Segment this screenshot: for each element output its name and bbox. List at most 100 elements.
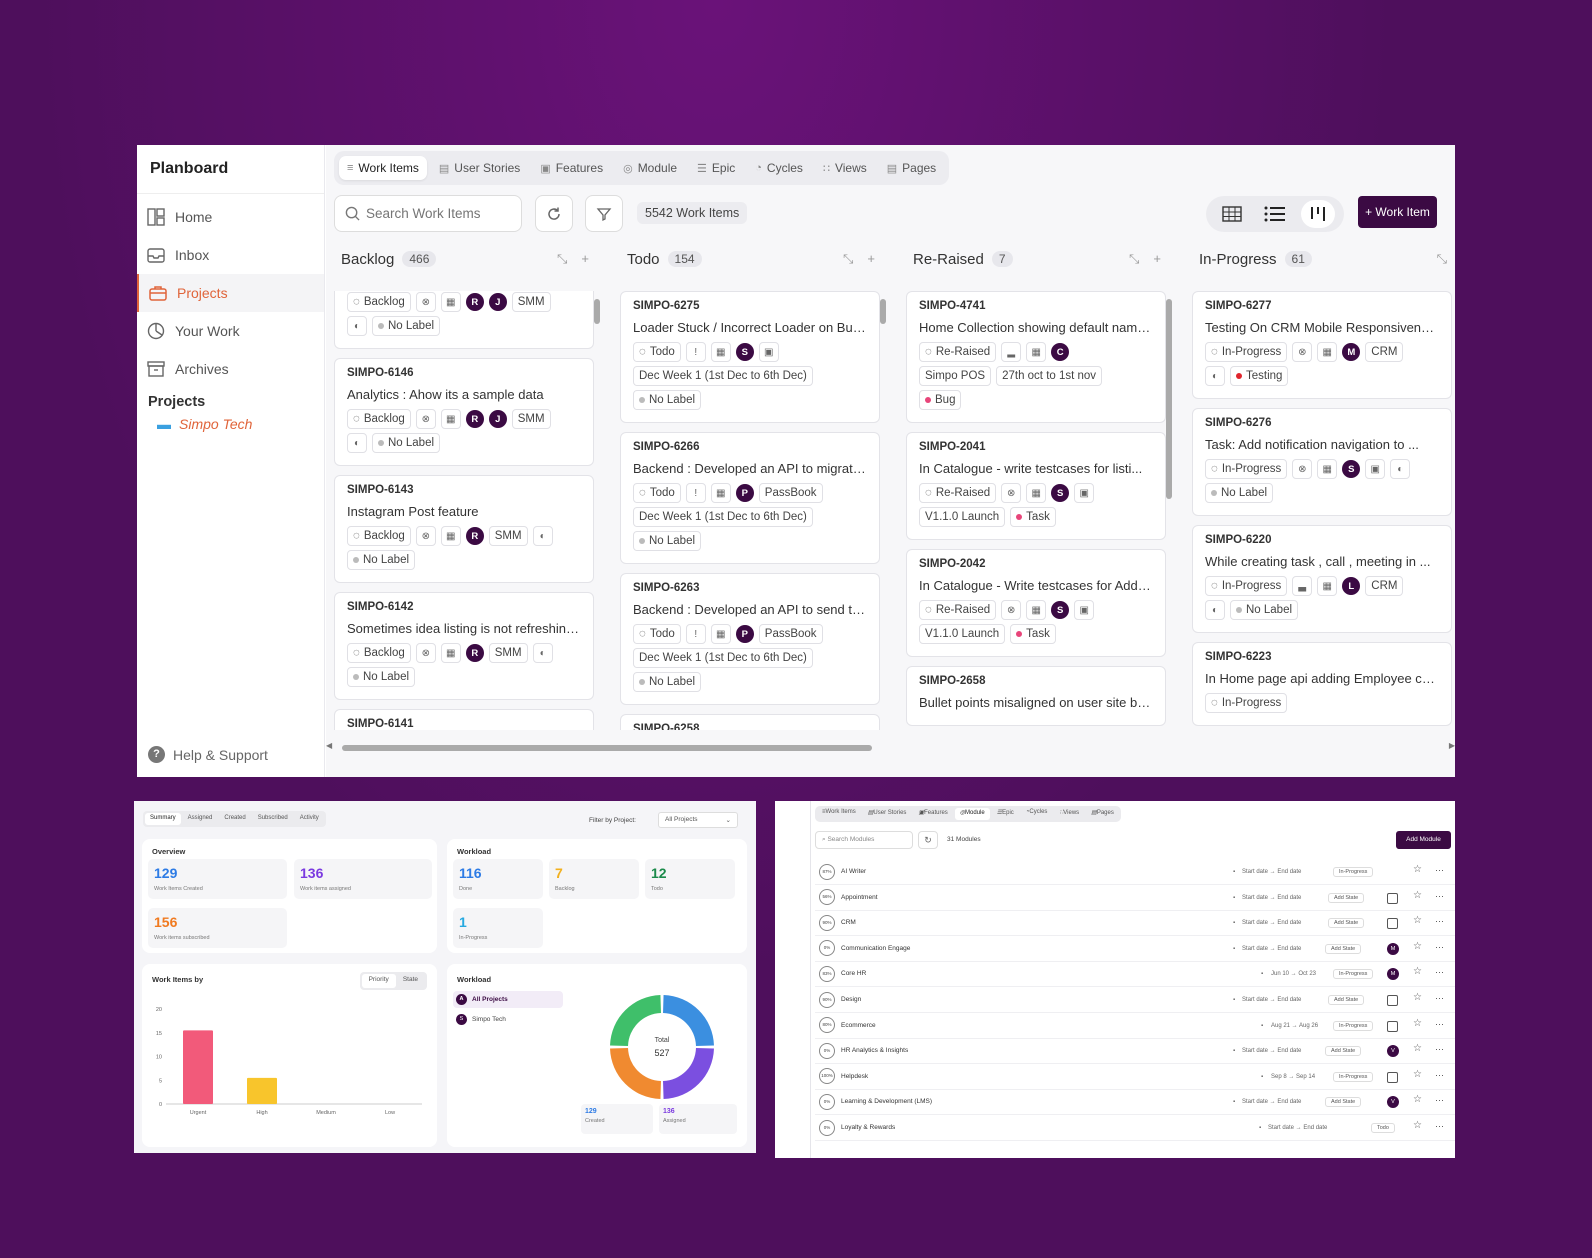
property-icon[interactable]: ▦ xyxy=(710,624,731,644)
star-icon[interactable]: ☆ xyxy=(1413,915,1422,927)
collapse-icon[interactable]: ⤡ xyxy=(1436,251,1447,266)
work-item-card[interactable]: SIMPO-2041 In Catalogue - write testcases… xyxy=(906,432,1166,540)
assignee-avatar[interactable]: R xyxy=(465,410,484,428)
project-filter-item[interactable]: S Simpo Tech xyxy=(453,1011,563,1028)
tab-features[interactable]: ▣ Features xyxy=(532,156,611,180)
property-chip[interactable]: ◌ In-Progress xyxy=(1205,459,1288,479)
module-date-range[interactable]: Start date → End date xyxy=(1242,1048,1302,1055)
property-chip[interactable]: No Label xyxy=(633,390,702,410)
property-icon[interactable]: ! xyxy=(685,483,706,503)
lead-avatar[interactable]: V xyxy=(1387,1045,1399,1058)
property-chip[interactable]: ◌ Re-Raised xyxy=(919,600,997,620)
property-chip[interactable]: Dec Week 1 (1st Dec to 6th Dec) xyxy=(633,507,813,527)
property-chip[interactable]: ◌ Todo xyxy=(633,342,681,362)
property-chip[interactable]: ◌ In-Progress xyxy=(1205,342,1288,362)
property-icon[interactable]: ▣ xyxy=(1074,483,1095,503)
property-icon[interactable]: ▦ xyxy=(440,292,461,312)
property-chip[interactable]: Simpo POS xyxy=(919,366,992,386)
work-item-card[interactable]: SIMPO-6146 Analytics : Ahow its a sample … xyxy=(334,358,594,466)
sidebar-item-inbox[interactable]: Inbox xyxy=(137,236,324,274)
work-item-card[interactable]: SIMPO-6142 Sometimes idea listing is not … xyxy=(334,592,594,700)
property-chip[interactable]: Dec Week 1 (1st Dec to 6th Dec) xyxy=(633,648,813,668)
property-icon[interactable]: ◐ xyxy=(1205,366,1225,386)
table-view-button[interactable] xyxy=(1215,200,1249,228)
module-state[interactable]: Add State xyxy=(1325,1097,1362,1108)
property-icon[interactable]: ⊗ xyxy=(1001,483,1022,503)
module-state[interactable]: In-Progress xyxy=(1333,969,1374,980)
module-state[interactable]: Add State xyxy=(1325,943,1362,954)
property-icon[interactable]: ▦ xyxy=(1317,342,1338,362)
module-row[interactable]: 90% CRM ▪ Start date → End date Add State ☆ ⋯ xyxy=(815,910,1455,937)
property-chip[interactable]: ◌ In-Progress xyxy=(1205,693,1288,713)
collapse-icon[interactable]: ⤡ xyxy=(557,251,568,266)
module-date-range[interactable]: Start date → End date xyxy=(1242,997,1302,1003)
star-icon[interactable]: ☆ xyxy=(1413,864,1422,875)
work-item-card[interactable]: SIMPO-6277 Testing On CRM Mobile Responsi… xyxy=(1192,291,1452,399)
property-chip[interactable]: ◌ In-Progress xyxy=(1205,576,1288,596)
module-date-range[interactable]: Jun 10 → Oct 23 xyxy=(1271,971,1317,978)
property-chip[interactable]: Dec Week 1 (1st Dec to 6th Dec) xyxy=(633,366,813,386)
module-row[interactable]: 87% AI Writer ▪ Start date → End date In-Pro… xyxy=(815,859,1455,885)
lead-avatar[interactable]: M xyxy=(1387,942,1399,955)
vertical-scrollbar[interactable] xyxy=(880,291,886,721)
sidebar-item-your-work[interactable]: Your Work xyxy=(137,312,324,350)
star-icon[interactable]: ☆ xyxy=(1413,1043,1422,1055)
module-tab-views[interactable]: ∷Views xyxy=(1054,808,1084,820)
property-chip[interactable]: Task xyxy=(1010,507,1056,527)
module-date-range[interactable]: Start date → End date xyxy=(1242,894,1302,901)
horizontal-scrollbar[interactable]: ◀ ▶ xyxy=(326,741,1455,752)
property-chip[interactable]: No Label xyxy=(372,316,441,336)
property-icon[interactable]: ▦ xyxy=(710,483,731,503)
work-item-card[interactable]: ◌ Backlog ⊗ ▦ R J SMM ◐ No Label xyxy=(334,291,594,349)
star-icon[interactable]: ☆ xyxy=(1413,1068,1422,1080)
more-icon[interactable]: ⋯ xyxy=(1435,865,1444,875)
project-filter-item[interactable]: A All Projects xyxy=(453,991,563,1008)
assignee-avatar[interactable]: P xyxy=(735,484,754,502)
property-icon[interactable]: ⊗ xyxy=(1292,459,1313,479)
add-work-item-button[interactable]: + Work Item xyxy=(1358,196,1437,228)
module-search-input[interactable]: ⌕ Search Modules xyxy=(815,831,913,849)
property-chip[interactable]: Testing xyxy=(1230,366,1289,386)
sidebar-item-projects[interactable]: Projects xyxy=(137,274,324,312)
property-chip[interactable]: V1.1.0 Launch xyxy=(919,624,1006,644)
work-item-card[interactable]: SIMPO-6223 In Home page api adding Employ… xyxy=(1192,642,1452,726)
module-tab-features[interactable]: ▣Features xyxy=(913,808,952,820)
module-state[interactable]: Add State xyxy=(1328,995,1365,1005)
module-state[interactable]: Add State xyxy=(1328,918,1365,929)
assignee-avatar[interactable]: S xyxy=(1051,601,1070,619)
vertical-scrollbar[interactable] xyxy=(1166,291,1172,721)
lead-avatar[interactable]: V xyxy=(1387,1096,1399,1109)
sidebar-item-archives[interactable]: Archives xyxy=(137,350,324,388)
more-icon[interactable]: ⋯ xyxy=(1435,890,1444,901)
module-date-range[interactable]: Start date → End date xyxy=(1242,920,1302,927)
module-date-range[interactable]: Start date → End date xyxy=(1242,1099,1302,1106)
module-tab-work-items[interactable]: ≡Work Items xyxy=(817,808,861,820)
lead-icon[interactable] xyxy=(1387,1020,1398,1032)
work-item-card[interactable]: SIMPO-4741 Home Collection showing defaul… xyxy=(906,291,1166,423)
property-chip[interactable]: V1.1.0 Launch xyxy=(919,507,1006,527)
property-chip[interactable]: PassBook xyxy=(758,483,823,503)
assignee-avatar[interactable]: J xyxy=(488,410,507,428)
tab-cycles[interactable]: ◔ Cycles xyxy=(747,156,811,180)
property-chip[interactable]: CRM xyxy=(1365,576,1404,596)
module-row[interactable]: 0% Loyalty & Rewards ▪ Start date → End dat… xyxy=(815,1115,1455,1141)
tab-epic[interactable]: ☰ Epic xyxy=(689,156,743,180)
property-icon[interactable]: ▣ xyxy=(758,342,779,362)
property-icon[interactable]: ▂ xyxy=(1001,342,1022,362)
assignee-avatar[interactable]: P xyxy=(735,625,754,643)
property-icon[interactable]: ◐ xyxy=(347,433,367,453)
tab-user-stories[interactable]: ▤ User Stories xyxy=(431,156,528,180)
work-item-card[interactable]: SIMPO-6141 xyxy=(334,709,594,730)
property-icon[interactable]: ▦ xyxy=(1026,342,1047,362)
assignee-avatar[interactable]: C xyxy=(1051,343,1070,361)
property-icon[interactable]: ! xyxy=(685,624,706,644)
property-icon[interactable]: ⊗ xyxy=(415,409,436,429)
property-chip[interactable]: SMM xyxy=(488,526,528,546)
work-item-card[interactable]: SIMPO-6276 Task: Add notification navigat… xyxy=(1192,408,1452,516)
module-tab-module[interactable]: ◎Module xyxy=(954,808,990,820)
more-icon[interactable]: ⋯ xyxy=(1435,1121,1444,1131)
more-icon[interactable]: ⋯ xyxy=(1435,1018,1444,1029)
property-chip[interactable]: No Label xyxy=(1205,483,1274,503)
summary-tab-assigned[interactable]: Assigned xyxy=(187,815,213,821)
property-icon[interactable]: ⊗ xyxy=(1001,600,1022,620)
